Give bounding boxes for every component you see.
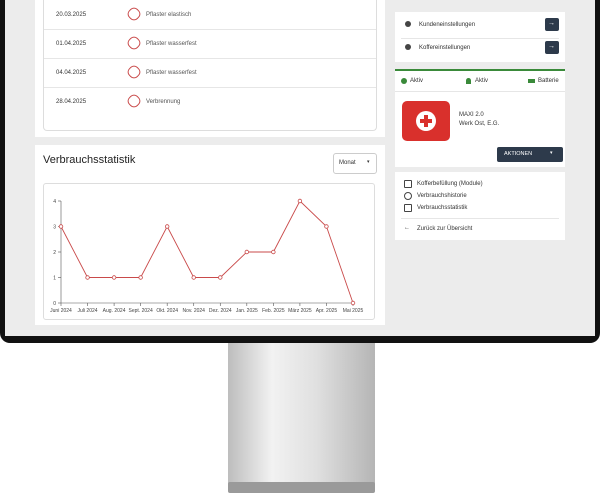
row-label: Verbrennung [146, 99, 181, 105]
settings-icon [405, 21, 411, 27]
row-icon [125, 92, 143, 110]
data-point [138, 275, 143, 280]
stats-card: Verbrauchsstatistik Monat ▾ 0 1 2 3 4 Juni 20… [35, 145, 385, 325]
settings-divider [401, 38, 559, 39]
device-card: Aktiv Aktiv Batterie MAXI 2.0 Werk Ost, … [395, 69, 565, 167]
menu-icon [404, 192, 412, 200]
status-text: Batterie [538, 78, 559, 84]
y-tick-label: 0 [53, 301, 56, 307]
data-line [60, 200, 354, 304]
x-tick-label: Dez. 2024 [209, 308, 232, 314]
settings-arrow-button[interactable]: → [545, 18, 559, 31]
arrow-icon: → [548, 43, 555, 50]
x-tick-label: Juni 2024 [50, 308, 72, 314]
status-icon-battery [528, 79, 535, 83]
row-icon [125, 34, 143, 52]
menu-icon [404, 204, 412, 212]
x-tick-label: Aug. 2024 [103, 308, 126, 314]
y-tick-label: 1 [53, 276, 56, 282]
status-text: Aktiv [475, 78, 489, 84]
menu-item[interactable]: Kofferbefüllung (Module) [417, 181, 483, 187]
history-list: 20.03.2025 Pflaster elastisch 01.04.2025 Pf… [43, 0, 377, 131]
row-icon [125, 5, 143, 23]
history-row: 20.03.2025 Pflaster elastisch [44, 0, 376, 30]
status-icon-check [401, 78, 407, 84]
actions-caret: ▾ [550, 150, 553, 156]
history-row: 28.04.2025 Verbrennung [44, 87, 376, 116]
history-row: 01.04.2025 Pflaster wasserfest [44, 29, 376, 59]
data-point [218, 275, 223, 280]
data-point [164, 224, 170, 229]
data-point [324, 224, 329, 229]
actions-label: AKTIONEN [504, 151, 533, 157]
settings-card: Kundeneinstellungen → Koffereinstellungen → [395, 12, 565, 62]
data-point [244, 249, 250, 255]
history-row: 04.04.2025 Pflaster wasserfest [44, 58, 376, 88]
status-text: Aktiv [410, 78, 424, 84]
case-cross [420, 119, 432, 123]
menu-item[interactable]: Verbrauchsstatistik [417, 205, 468, 211]
status-bar: Aktiv Aktiv Batterie [395, 71, 565, 92]
screen: 20.03.2025 Pflaster elastisch 01.04.2025 Pf… [5, 0, 595, 336]
data-point [350, 300, 356, 306]
row-label: Pflaster wasserfest [146, 41, 197, 47]
settings-icon [405, 44, 411, 50]
status-icon-bell [466, 78, 471, 84]
row-date: 20.03.2025 [56, 12, 87, 18]
row-date: 28.04.2025 [56, 99, 87, 105]
monitor-stand [228, 340, 375, 485]
x-tick-label: Feb. 2025 [262, 308, 285, 314]
period-value: Monat [339, 160, 356, 166]
first-aid-case [402, 101, 450, 141]
data-point [271, 249, 276, 255]
select-caret: ▾ [367, 159, 370, 165]
x-tick-label: Apr. 2025 [316, 308, 338, 314]
data-point [191, 275, 196, 280]
x-tick-label: Sept. 2024 [129, 308, 153, 314]
arrow-icon: → [548, 20, 555, 27]
chart-box: 0 1 2 3 4 Juni 2024 Juli 2024 Aug. 2024 Sept. 20… [43, 183, 375, 320]
monitor-base [228, 482, 375, 493]
row-label: Pflaster elastisch [146, 12, 192, 18]
row-date: 04.04.2025 [56, 70, 87, 76]
x-tick-label: Okt. 2024 [156, 308, 178, 314]
menu-item[interactable]: Verbrauchshistorie [417, 193, 467, 199]
settings-item[interactable]: Kundeneinstellungen [419, 22, 476, 28]
device-name: MAXI 2.0 [459, 112, 484, 118]
period-select[interactable]: Monat ▾ [333, 153, 377, 174]
stats-title: Verbrauchsstatistik [43, 154, 136, 166]
x-tick-label: Mai 2025 [343, 308, 364, 314]
back-link[interactable]: Zurück zur Übersicht [417, 226, 473, 232]
back-arrow: ← [404, 225, 410, 231]
y-tick-label: 3 [53, 225, 56, 231]
x-tick-label: Juli 2024 [78, 308, 98, 314]
menu-icon [404, 180, 412, 188]
history-card: 20.03.2025 Pflaster elastisch 01.04.2025 Pf… [35, 0, 385, 137]
row-icon [125, 63, 143, 81]
row-date: 01.04.2025 [56, 41, 87, 47]
settings-item[interactable]: Koffereinstellungen [419, 45, 471, 51]
x-tick-label: Jan. 2025 [236, 308, 258, 314]
data-point [85, 275, 90, 280]
y-tick-label: 2 [53, 250, 56, 256]
device-location: Werk Ost, E.G. [459, 121, 500, 127]
data-point [58, 224, 64, 229]
x-tick-label: Nov. 2024 [183, 308, 206, 314]
data-point [111, 275, 117, 280]
settings-arrow-button[interactable]: → [545, 41, 559, 54]
data-point [297, 198, 303, 204]
actions-button[interactable]: AKTIONEN ▾ [497, 147, 563, 162]
row-label: Pflaster wasserfest [146, 70, 197, 76]
menu-card: Kofferbefüllung (Module) Verbrauchshistor… [395, 172, 565, 240]
menu-divider [401, 218, 559, 219]
y-tick-label: 4 [53, 199, 56, 205]
chart: 0 1 2 3 4 Juni 2024 Juli 2024 Aug. 2024 Sept. 20… [50, 198, 364, 314]
x-tick-label: März 2025 [288, 308, 312, 314]
